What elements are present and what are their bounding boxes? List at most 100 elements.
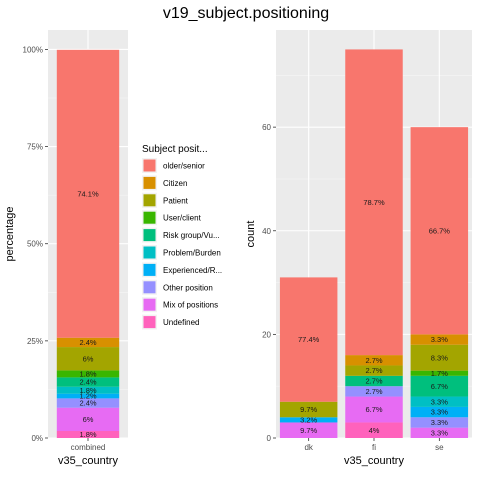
data-label: 6%: [83, 354, 94, 363]
bar-segment: [279, 277, 338, 402]
legend-swatch: [143, 229, 156, 242]
legend-label: Problem/Burden: [163, 249, 221, 258]
left-ticks: 0% 25% 50% 75% 100% combined: [23, 45, 106, 452]
data-label: 3.3%: [431, 408, 448, 417]
legend-label: Other position: [163, 283, 213, 292]
x-tick-label: combined: [71, 443, 106, 452]
data-label: 3.3%: [431, 335, 448, 344]
data-label: 1.8%: [79, 369, 96, 378]
data-label: 66.7%: [429, 226, 451, 235]
bar-segment: [345, 365, 403, 376]
data-label: 2.4%: [79, 399, 96, 408]
data-label: 1.8%: [79, 430, 96, 439]
legend-swatch: [143, 263, 156, 276]
y-tick-label: 60: [262, 123, 271, 132]
y-tick-label: 50%: [27, 240, 43, 249]
legend-label: Experienced/R...: [163, 266, 222, 275]
legend-label: Undefined: [163, 318, 199, 327]
bar-segment: [410, 127, 469, 335]
bar-segment: [410, 396, 469, 407]
data-label: 1.2%: [79, 392, 96, 401]
legend-swatch: [143, 298, 156, 311]
bar-segment: [345, 375, 403, 387]
bar-segment: [279, 422, 338, 438]
legend-title: Subject posit...: [142, 144, 208, 155]
right-bars: 9.7%3.2%9.7%77.4%4%6.7%2.7%2.7%2.7%2.7%7…: [279, 49, 469, 438]
data-label: 2.4%: [79, 338, 96, 347]
bar-segment: [345, 386, 403, 397]
bar-segment: [56, 386, 120, 394]
bar-segment: [56, 398, 120, 408]
data-label: 8.3%: [431, 353, 448, 362]
data-label: 4%: [369, 426, 380, 435]
legend-swatch: [143, 176, 156, 189]
x-tick-label: dk: [304, 443, 313, 452]
data-label: 3.3%: [431, 397, 448, 406]
legend-swatch: [143, 281, 156, 294]
bar-segment: [410, 417, 469, 428]
right-y-axis-title: count: [245, 221, 257, 248]
legend-label: Mix of positions: [163, 301, 218, 310]
legend-label: older/senior: [163, 162, 205, 171]
data-label: 9.7%: [300, 405, 317, 414]
data-label: 1.8%: [79, 386, 96, 395]
right-ticks: 0 20 40 60 dk fi se: [262, 123, 444, 452]
data-label: 77.4%: [298, 335, 320, 344]
legend-swatch: [143, 211, 156, 224]
y-tick-label: 25%: [27, 337, 43, 346]
legend-swatch: [143, 246, 156, 259]
data-label: 6%: [83, 415, 94, 424]
data-label: 2.7%: [365, 377, 382, 386]
data-label: 6.7%: [431, 382, 448, 391]
right-x-axis-title: v35_country: [344, 455, 404, 467]
bar-segment: [410, 370, 469, 376]
legend-label: Risk group/Vu...: [163, 231, 220, 240]
legend-swatch: [143, 194, 156, 207]
left-bars: 1.8%6%2.4%1.2%1.8%2.4%1.8%6%2.4%74.1%: [56, 49, 120, 439]
left-x-axis-title: v35_country: [58, 455, 118, 467]
data-label: 6.7%: [365, 405, 382, 414]
data-label: 74.1%: [77, 189, 99, 198]
legend-swatch: [143, 159, 156, 172]
bar-segment: [56, 347, 120, 371]
bar-segment: [56, 393, 120, 399]
y-tick-label: 20: [262, 330, 271, 339]
data-label: 3.2%: [300, 415, 317, 424]
x-tick-label: fi: [372, 443, 376, 452]
legend-label: User/client: [163, 214, 202, 223]
data-label: 3.3%: [431, 428, 448, 437]
legend-swatch: [143, 316, 156, 329]
legend-label: Citizen: [163, 179, 187, 188]
data-label: 2.7%: [365, 366, 382, 375]
y-tick-label: 100%: [23, 45, 43, 54]
y-tick-label: 75%: [27, 143, 43, 152]
right-panel: 9.7%3.2%9.7%77.4%4%6.7%2.7%2.7%2.7%2.7%7…: [245, 30, 472, 467]
bar-segment: [279, 401, 338, 418]
bar-segment: [410, 427, 469, 438]
bar-segment: [345, 355, 403, 366]
bar-segment: [56, 407, 120, 432]
data-label: 78.7%: [363, 198, 385, 207]
data-label: 1.7%: [431, 369, 448, 378]
bar-segment: [56, 377, 120, 387]
left-panel: 1.8%6%2.4%1.2%1.8%2.4%1.8%6%2.4%74.1% 0%…: [4, 30, 128, 467]
data-label: 9.7%: [300, 426, 317, 435]
bar-segment: [56, 49, 120, 338]
bar-segment: [56, 337, 120, 348]
bar-segment: [410, 334, 469, 345]
bar-segment: [345, 49, 403, 356]
data-label: 2.4%: [79, 378, 96, 387]
bar-segment: [410, 375, 469, 397]
legend: Subject posit... older/senior Citizen Pati…: [142, 144, 222, 330]
data-label: 2.7%: [365, 356, 382, 365]
chart-title: v19_subject.positioning: [163, 5, 329, 22]
bar-segment: [345, 422, 403, 438]
data-label: 3.3%: [431, 418, 448, 427]
y-tick-label: 40: [262, 227, 271, 236]
y-tick-label: 0: [267, 434, 272, 443]
y-tick-label: 0%: [31, 434, 43, 443]
legend-label: Patient: [163, 196, 189, 205]
bar-segment: [56, 431, 120, 438]
data-label: 2.7%: [365, 387, 382, 396]
